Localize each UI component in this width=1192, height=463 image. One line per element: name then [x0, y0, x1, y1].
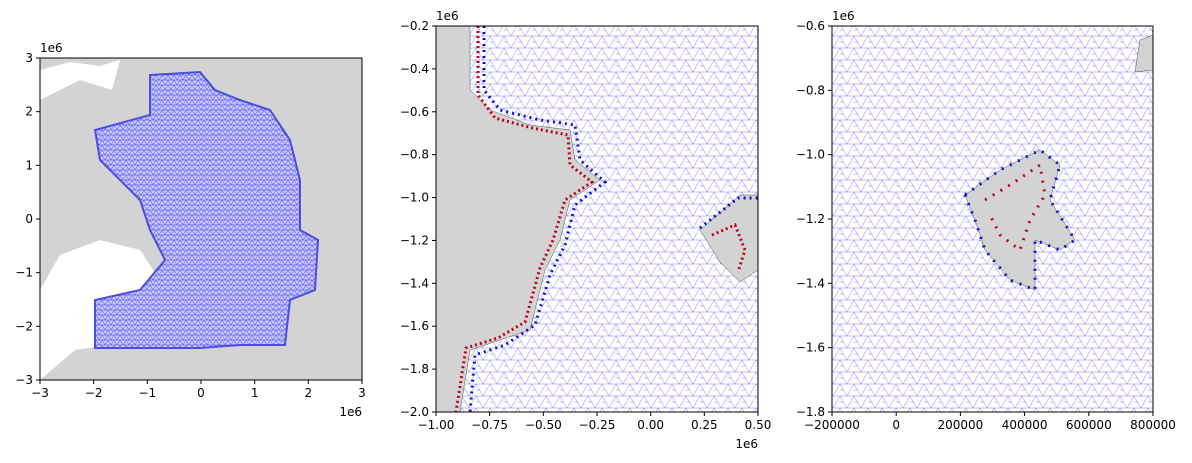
x-offset-label: 1e6: [735, 437, 758, 451]
y-tick-label: −3: [15, 373, 33, 387]
x-tick-label: −1: [138, 386, 156, 400]
y-tick-label: 1: [25, 158, 33, 172]
y-offset-label: 1e6: [832, 9, 855, 23]
y-offset-label: 1e6: [436, 9, 459, 23]
y-tick-label: −0.4: [400, 62, 429, 76]
x-tick-label: 400000: [1002, 418, 1048, 432]
y-tick-label: −2: [15, 319, 33, 333]
panel-2-map: [436, 26, 758, 412]
x-tick-label: −200000: [804, 418, 860, 432]
y-tick-label: −2.0: [400, 405, 429, 419]
y-offset-label: 1e6: [40, 41, 63, 55]
x-tick-label: −1.00: [418, 418, 455, 432]
y-tick-label: −1.4: [400, 276, 429, 290]
y-tick-label: −1.2: [400, 233, 429, 247]
x-tick-label: 0.25: [691, 418, 718, 432]
y-tick-label: −1.6: [796, 341, 825, 355]
x-tick-label: −0.25: [579, 418, 616, 432]
panel-1-map: [40, 58, 362, 380]
y-tick-label: 3: [25, 51, 33, 65]
panel-3-map: [832, 26, 1153, 412]
y-tick-label: −1.4: [796, 276, 825, 290]
y-tick-label: −0.2: [400, 19, 429, 33]
y-tick-label: −1.8: [400, 362, 429, 376]
y-tick-label: −1.0: [400, 191, 429, 205]
y-tick-label: −1.8: [796, 405, 825, 419]
x-offset-label: 1e6: [339, 405, 362, 419]
y-tick-label: −0.8: [400, 148, 429, 162]
y-tick-label: −0.6: [400, 105, 429, 119]
y-tick-label: −1.2: [796, 212, 825, 226]
x-tick-label: −3: [31, 386, 49, 400]
x-tick-label: 200000: [937, 418, 983, 432]
x-tick-label: −2: [85, 386, 103, 400]
x-tick-label: 0: [892, 418, 900, 432]
x-tick-label: −0.50: [525, 418, 562, 432]
y-tick-label: −1.6: [400, 319, 429, 333]
y-tick-label: −1: [15, 266, 33, 280]
x-tick-label: 0.50: [745, 418, 772, 432]
x-tick-label: 0: [197, 386, 205, 400]
y-tick-label: −1.0: [796, 148, 825, 162]
y-tick-label: 2: [25, 105, 33, 119]
x-tick-label: 1: [251, 386, 259, 400]
x-tick-label: 600000: [1066, 418, 1112, 432]
y-tick-label: 0: [25, 212, 33, 226]
x-tick-label: 800000: [1130, 418, 1176, 432]
x-tick-label: −0.75: [471, 418, 508, 432]
y-tick-label: −0.6: [796, 19, 825, 33]
x-tick-label: 3: [358, 386, 366, 400]
x-tick-label: 2: [305, 386, 313, 400]
x-tick-label: 0.00: [637, 418, 664, 432]
y-tick-label: −0.8: [796, 83, 825, 97]
